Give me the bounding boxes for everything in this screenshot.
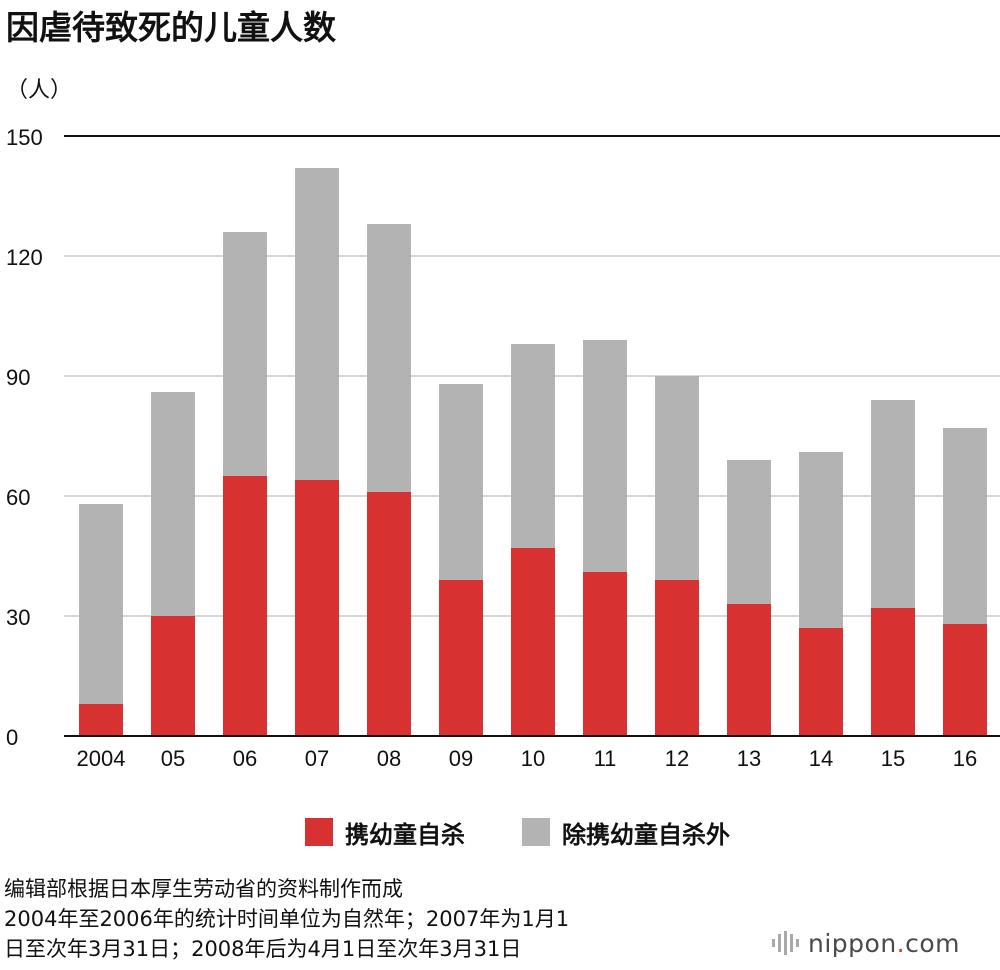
bar-joint-suicide [367,492,411,736]
x-tick-label: 14 [809,746,833,771]
legend-label-other: 除携幼童自杀外 [562,820,730,849]
bar-other [799,452,843,628]
chart-title: 因虐待致死的儿童人数 [6,8,336,47]
y-tick-label: 120 [6,245,43,270]
y-tick-label: 60 [6,485,30,510]
x-tick-label: 11 [594,746,617,771]
source-note-line-3: 日至次年3月31日；2008年后为4月1日至次年3月31日 [4,937,522,961]
chart-legend: 携幼童自杀 除携幼童自杀外 [0,812,1000,852]
bar-joint-suicide [439,580,483,736]
x-tick-label: 10 [521,746,545,771]
logo-mark-icon [772,931,799,955]
x-tick-label: 13 [737,746,761,771]
stacked-bar-chart: 0 30 60 90 120 150 2004 05 06 07 08 09 10 11 12 13 14 15 1… [6,125,1000,771]
x-tick-label: 05 [161,746,185,771]
bar-other [79,504,123,704]
bar-joint-suicide [79,704,123,736]
bar-joint-suicide [943,624,987,736]
legend-swatch-red [305,818,333,846]
nippon-logo: nippon.com [770,928,960,958]
bar-joint-suicide [727,604,771,736]
x-tick-label: 07 [305,746,329,771]
x-tick-label: 16 [953,746,977,771]
bar-other [295,168,339,480]
bar-joint-suicide [655,580,699,736]
x-tick-label: 15 [881,746,905,771]
bar-other [583,340,627,572]
bar-joint-suicide [799,628,843,736]
logo-text: nippon.com [808,929,960,958]
bar-other [439,384,483,580]
bar-joint-suicide [151,616,195,736]
x-tick-label: 09 [449,746,473,771]
y-axis-unit-label: （人） [6,78,73,103]
bar-other [151,392,195,616]
logo-text-suffix: com [905,928,961,958]
y-tick-label: 30 [6,605,30,630]
legend-item-other: 除携幼童自杀外 [522,812,730,852]
bar-joint-suicide [223,476,267,736]
bar-joint-suicide [871,608,915,736]
bar-other [655,376,699,580]
bar-other [511,344,555,548]
source-note-line-2: 2004年至2006年的统计时间单位为自然年；2007年为1月1 [4,907,570,931]
bar-joint-suicide [295,480,339,736]
bar-other [223,232,267,476]
legend-label-joint-suicide: 携幼童自杀 [345,820,465,849]
source-note-line-1: 编辑部根据日本厚生劳动省的资料制作而成 [4,877,403,901]
y-tick-label: 0 [6,725,18,750]
legend-item-joint-suicide: 携幼童自杀 [305,812,465,852]
x-tick-label: 2004 [77,746,126,771]
bar-other [943,428,987,624]
y-tick-label: 150 [6,125,43,150]
bar-other [367,224,411,492]
y-tick-label: 90 [6,365,30,390]
logo-text-dot: . [896,928,906,958]
source-notes: 编辑部根据日本厚生劳动省的资料制作而成 2004年至2006年的统计时间单位为自… [4,874,569,964]
bar-other [871,400,915,608]
bar-joint-suicide [511,548,555,736]
bar-other [727,460,771,604]
bar-joint-suicide [583,572,627,736]
x-tick-label: 08 [377,746,401,771]
legend-swatch-gray [522,818,550,846]
x-tick-label: 06 [233,746,257,771]
x-tick-label: 12 [665,746,689,771]
logo-text-main: nippon [808,928,897,958]
